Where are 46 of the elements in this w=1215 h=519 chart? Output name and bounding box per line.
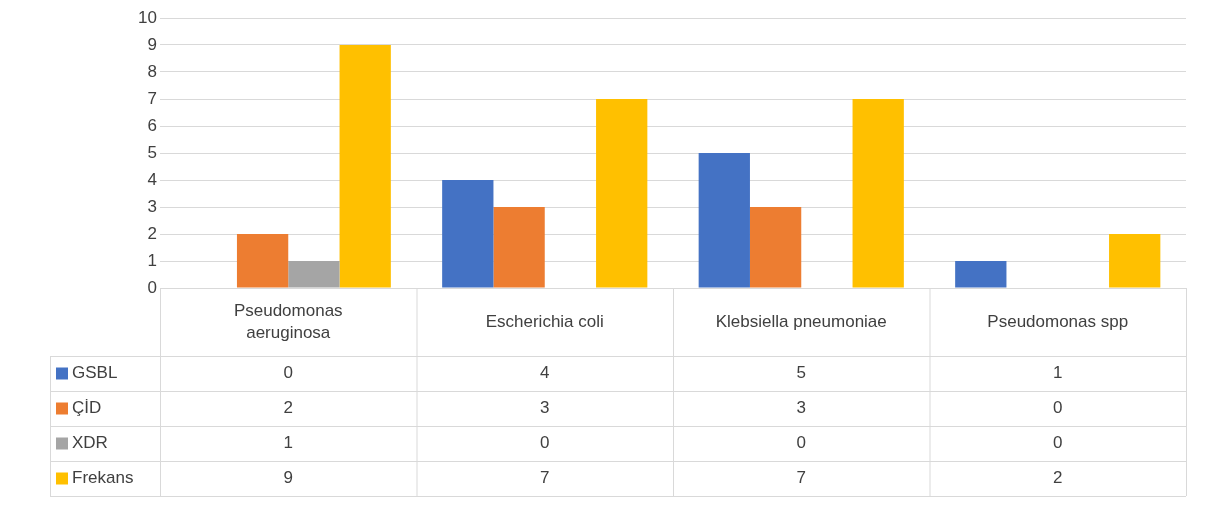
data-label: 5 [796, 363, 806, 383]
data-label: 7 [540, 468, 550, 488]
y-tick-label: 1 [147, 250, 157, 270]
legend-label: Frekans [72, 468, 134, 488]
bar [596, 99, 648, 288]
bar [698, 153, 750, 288]
x-tick-label: Klebsiella pneumoniae [715, 311, 887, 331]
bar [852, 99, 904, 288]
legend-label: XDR [72, 433, 108, 453]
y-tick-label: 8 [147, 61, 157, 81]
y-tick-label: 3 [147, 196, 157, 216]
legend-label: GSBL [72, 363, 118, 383]
data-label: 7 [796, 468, 806, 488]
data-label: 2 [1053, 468, 1063, 488]
y-tick-label: 4 [147, 169, 157, 189]
y-tick-label: 7 [147, 88, 157, 108]
bar [442, 180, 494, 288]
y-tick-label: 5 [147, 142, 157, 162]
legend-label: ÇİD [72, 398, 102, 418]
data-label: 0 [283, 363, 293, 383]
bar [955, 261, 1007, 288]
data-label: 3 [540, 398, 550, 418]
bar [288, 261, 340, 288]
y-tick-label: 9 [147, 34, 157, 54]
data-label: 0 [1053, 433, 1063, 453]
data-label: 0 [796, 433, 806, 453]
data-label: 2 [283, 398, 293, 418]
y-tick-label: 0 [147, 277, 157, 297]
x-tick-label: Escherichia coli [485, 311, 604, 331]
x-tick-label: Pseudomonas aeruginosa [233, 300, 343, 342]
y-tick-label: 10 [138, 7, 157, 27]
data-label: 1 [1053, 363, 1063, 383]
data-label: 1 [283, 433, 293, 453]
bar [1109, 234, 1161, 288]
data-label: 3 [796, 398, 806, 418]
data-label: 0 [540, 433, 550, 453]
bar [339, 45, 391, 288]
data-label: 0 [1053, 398, 1063, 418]
y-tick-label: 6 [147, 115, 157, 135]
y-tick-label: 2 [147, 223, 157, 243]
data-label: 9 [283, 468, 293, 488]
data-label: 4 [540, 363, 550, 383]
bar [493, 207, 545, 288]
bar [749, 207, 802, 288]
bar [236, 234, 289, 288]
x-tick-label: Pseudomonas spp [987, 311, 1129, 331]
